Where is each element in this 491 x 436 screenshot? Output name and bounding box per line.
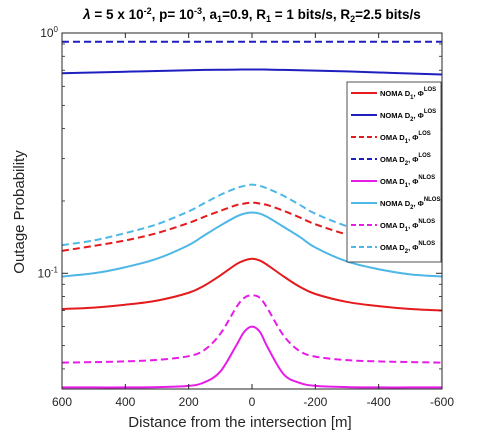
x-tick-label: 0 [249,395,256,409]
x-tick-label: -400 [367,395,391,409]
series-line-5 [61,325,442,389]
y-tick-label: 10-1 [38,265,59,280]
x-tick-label: 400 [115,395,135,409]
y-axis-label: Outage Probability [11,150,28,274]
series-line-7 [61,294,443,364]
legend-label-3: OMA D1, ΦLOS [380,131,431,145]
x-tick-label: -200 [303,395,327,409]
legend: NOMA D1, ΦLOS NOMA D2, ΦLOS OMA D1, ΦLOS OM… [346,81,442,263]
x-axis-label: Distance from the intersection [m] [128,414,351,431]
legend-label-4: OMA D2, ΦLOS [380,153,431,167]
x-tick-label: -600 [430,395,454,409]
series-line-1 [61,257,443,312]
legend-label-2: NOMA D2, ΦLOS [380,109,436,123]
x-tick-label: 200 [179,395,199,409]
legend-label-8: OMA D2, ΦNLOS [380,241,435,255]
chart-title: λ = 5 x 10-2, p= 10-3, a1=0.9, R1 = 1 bi… [82,6,421,24]
legend-label-6: NOMA D2, ΦNLOS [380,197,440,211]
series-line-8 [61,183,443,247]
legend-box [346,81,442,263]
x-tick-label: 600 [52,395,72,409]
axes: 600 400 200 0 -200 -400 -600 100 10-1 [38,25,455,409]
y-tick-label: 100 [40,25,58,40]
legend-label-5: OMA D1, ΦNLOS [380,175,435,189]
legend-label-1: NOMA D1, ΦLOS [380,87,436,101]
series-line-2 [61,68,443,76]
legend-label-7: OMA D1, ΦNLOS [380,219,435,233]
